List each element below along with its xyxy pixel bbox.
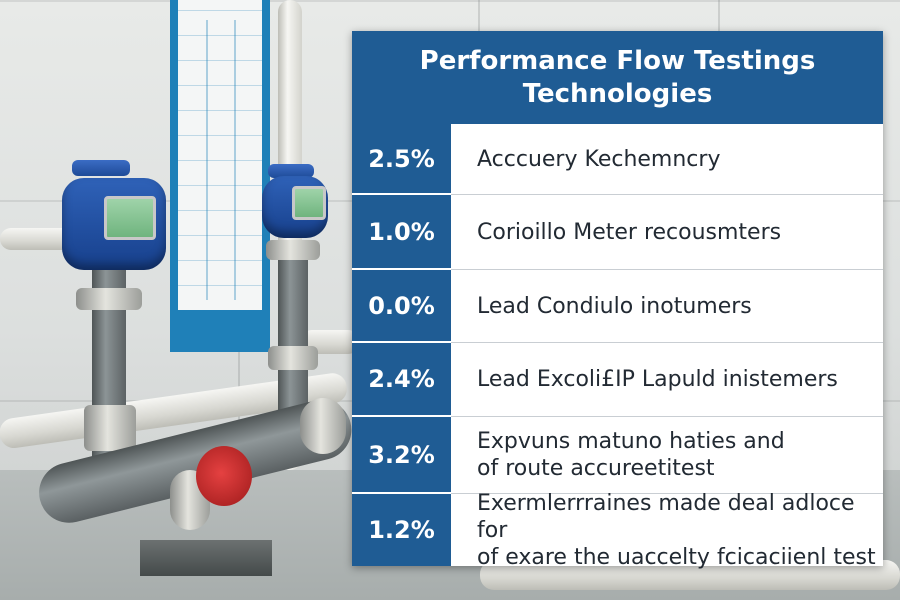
spec-description: Corioillo Meter recousmters (451, 195, 883, 270)
spec-description: Lead Excoli£IP Lapuld inistemers (451, 343, 883, 417)
spec-row: 0.0% Lead Condiulo inotumers (352, 270, 883, 343)
spec-row: 2.5% Acccuery Kechemncry (352, 124, 883, 195)
flow-meter-left-display (104, 196, 156, 240)
spec-percent: 2.4% (352, 343, 451, 417)
flange-right-upper (266, 240, 320, 260)
spec-description: Acccuery Kechemncry (451, 124, 883, 195)
spec-percent: 1.2% (352, 494, 451, 566)
flange-left-lower (84, 405, 136, 451)
meter-left-cap (72, 160, 130, 176)
spec-row: 1.0% Corioillo Meter recousmters (352, 195, 883, 270)
wall-chart-sheet (178, 0, 262, 310)
spec-description-line: of exare the uaccelty fcicaciienl test (477, 544, 876, 570)
spec-description-line: Acccuery Kechemncry (477, 146, 721, 172)
spec-percent: 1.0% (352, 195, 451, 270)
wall-chart-poster (170, 0, 270, 352)
panel-header: Performance Flow Testings Technologies (352, 31, 883, 124)
spec-description-line: Lead Excoli£IP Lapuld inistemers (477, 367, 838, 392)
spec-description: Exermlerrraines made deal adloce for of … (451, 491, 883, 570)
info-panel: Performance Flow Testings Technologies 2… (352, 31, 883, 570)
spec-description-line: Expvuns matuno haties and (477, 429, 785, 454)
spec-description-line: Corioillo Meter recousmters (477, 219, 782, 245)
flange-left-upper (76, 288, 142, 310)
mounting-base-plate (140, 540, 272, 576)
spec-description-line: Exermlerrraines made deal adloce for (477, 490, 855, 543)
spec-percent: 3.2% (352, 417, 451, 494)
spec-percent: 2.5% (352, 124, 451, 195)
panel-title-line-2: Technologies (522, 78, 713, 109)
spec-row: 3.2% Expvuns matuno haties and of route … (352, 417, 883, 494)
panel-title-line-1: Performance Flow Testings (419, 45, 816, 76)
spec-description: Expvuns matuno haties and of route accur… (451, 417, 883, 494)
flow-meter-right-display (292, 186, 326, 220)
spec-description-line: Lead Condiulo inotumers (477, 293, 752, 319)
spec-row: 2.4% Lead Excoli£IP Lapuld inistemers (352, 343, 883, 417)
flange-right-lower (268, 346, 318, 370)
spec-row: 1.2% Exermlerrraines made deal adloce fo… (352, 491, 883, 570)
spec-description-line: of route accureetitest (477, 456, 715, 481)
red-pressure-gauge (196, 446, 252, 506)
meter-right-cap (268, 164, 314, 178)
spec-percent: 0.0% (352, 270, 451, 343)
coupling-right (300, 398, 346, 454)
spec-description: Lead Condiulo inotumers (451, 270, 883, 343)
